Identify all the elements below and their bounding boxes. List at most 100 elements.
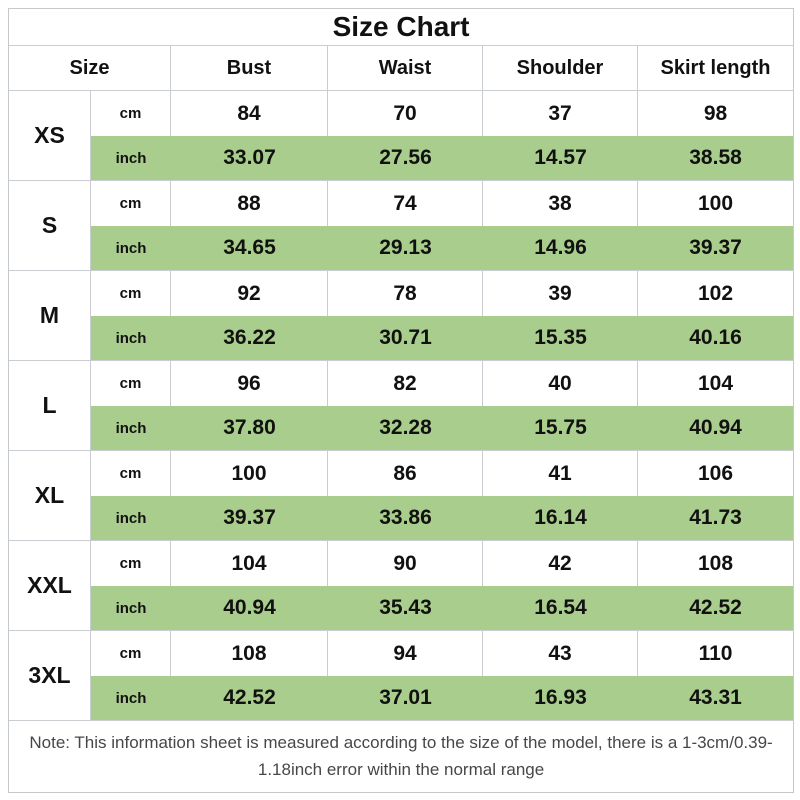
value-cell-inch: 15.75 xyxy=(483,406,638,451)
value-cell-cm: 43 xyxy=(483,631,638,676)
value-cell-cm: 88 xyxy=(171,181,328,226)
size-label-cell: M xyxy=(9,271,91,361)
value-cell-cm: 92 xyxy=(171,271,328,316)
size-row-cm: XXL cm 104 90 42 108 xyxy=(9,541,794,631)
size-row-inch: inch 36.22 30.71 15.35 40.16 xyxy=(9,316,794,361)
column-header-waist: Waist xyxy=(328,46,483,91)
value-cell-cm: 104 xyxy=(171,541,328,586)
size-label-cell: XL xyxy=(9,451,91,541)
note-row: Note: This information sheet is measured… xyxy=(9,721,793,792)
size-row-cm: XS cm 84 70 37 98 xyxy=(9,91,794,181)
size-row-inch: inch 42.52 37.01 16.93 43.31 xyxy=(9,676,794,721)
value-cell-inch: 37.01 xyxy=(328,676,483,721)
value-cell-inch: 39.37 xyxy=(638,226,794,271)
size-label-cell: XS xyxy=(9,91,91,181)
size-row-inch: inch 34.65 29.13 14.96 39.37 xyxy=(9,226,794,271)
value-cell-cm: 41 xyxy=(483,451,638,496)
value-cell-inch: 34.65 xyxy=(171,226,328,271)
value-cell-inch: 36.22 xyxy=(171,316,328,361)
size-chart: Size Chart Size Bust Waist Shoulder Skir… xyxy=(8,8,795,793)
value-cell-inch: 33.07 xyxy=(171,136,328,181)
value-cell-cm: 42 xyxy=(483,541,638,586)
value-cell-inch: 16.93 xyxy=(483,676,638,721)
size-label-cell: XXL xyxy=(9,541,91,631)
chart-title: Size Chart xyxy=(9,9,794,46)
value-cell-inch: 40.94 xyxy=(638,406,794,451)
value-cell-cm: 96 xyxy=(171,361,328,406)
value-cell-inch: 29.13 xyxy=(328,226,483,271)
value-cell-cm: 100 xyxy=(638,181,794,226)
header-row: Size Bust Waist Shoulder Skirt length xyxy=(9,46,794,91)
value-cell-cm: 110 xyxy=(638,631,794,676)
value-cell-cm: 86 xyxy=(328,451,483,496)
value-cell-cm: 98 xyxy=(638,91,794,136)
value-cell-inch: 37.80 xyxy=(171,406,328,451)
value-cell-cm: 39 xyxy=(483,271,638,316)
value-cell-inch: 30.71 xyxy=(328,316,483,361)
unit-cell-cm: cm xyxy=(91,631,171,676)
unit-cell-inch: inch xyxy=(91,406,171,451)
value-cell-cm: 74 xyxy=(328,181,483,226)
unit-cell-cm: cm xyxy=(91,361,171,406)
size-row-inch: inch 33.07 27.56 14.57 38.58 xyxy=(9,136,794,181)
value-cell-cm: 106 xyxy=(638,451,794,496)
size-label-cell: S xyxy=(9,181,91,271)
value-cell-inch: 43.31 xyxy=(638,676,794,721)
unit-cell-cm: cm xyxy=(91,451,171,496)
value-cell-cm: 40 xyxy=(483,361,638,406)
unit-cell-cm: cm xyxy=(91,91,171,136)
value-cell-cm: 82 xyxy=(328,361,483,406)
size-label-cell: L xyxy=(9,361,91,451)
column-header-shoulder: Shoulder xyxy=(483,46,638,91)
value-cell-inch: 15.35 xyxy=(483,316,638,361)
value-cell-inch: 42.52 xyxy=(638,586,794,631)
value-cell-inch: 16.14 xyxy=(483,496,638,541)
title-row: Size Chart xyxy=(9,9,794,46)
value-cell-inch: 35.43 xyxy=(328,586,483,631)
unit-cell-inch: inch xyxy=(91,496,171,541)
size-row-inch: inch 39.37 33.86 16.14 41.73 xyxy=(9,496,794,541)
value-cell-inch: 41.73 xyxy=(638,496,794,541)
value-cell-inch: 39.37 xyxy=(171,496,328,541)
value-cell-cm: 78 xyxy=(328,271,483,316)
unit-cell-inch: inch xyxy=(91,136,171,181)
size-chart-table: Size Chart Size Bust Waist Shoulder Skir… xyxy=(8,8,795,793)
value-cell-cm: 102 xyxy=(638,271,794,316)
value-cell-inch: 32.28 xyxy=(328,406,483,451)
unit-cell-inch: inch xyxy=(91,586,171,631)
unit-cell-inch: inch xyxy=(91,316,171,361)
size-row-inch: inch 37.80 32.28 15.75 40.94 xyxy=(9,406,794,451)
value-cell-cm: 108 xyxy=(171,631,328,676)
unit-cell-inch: inch xyxy=(91,676,171,721)
value-cell-inch: 14.96 xyxy=(483,226,638,271)
unit-cell-cm: cm xyxy=(91,181,171,226)
value-cell-inch: 27.56 xyxy=(328,136,483,181)
value-cell-inch: 42.52 xyxy=(171,676,328,721)
unit-cell-cm: cm xyxy=(91,271,171,316)
value-cell-inch: 14.57 xyxy=(483,136,638,181)
value-cell-cm: 108 xyxy=(638,541,794,586)
value-cell-inch: 40.16 xyxy=(638,316,794,361)
value-cell-cm: 38 xyxy=(483,181,638,226)
size-label-cell: 3XL xyxy=(9,631,91,721)
value-cell-cm: 100 xyxy=(171,451,328,496)
note-text: Note: This information sheet is measured… xyxy=(29,733,773,779)
value-cell-inch: 16.54 xyxy=(483,586,638,631)
value-cell-cm: 94 xyxy=(328,631,483,676)
value-cell-inch: 33.86 xyxy=(328,496,483,541)
column-header-skirt-length: Skirt length xyxy=(638,46,794,91)
column-header-size: Size xyxy=(9,46,171,91)
value-cell-inch: 40.94 xyxy=(171,586,328,631)
value-cell-cm: 90 xyxy=(328,541,483,586)
unit-cell-inch: inch xyxy=(91,226,171,271)
size-row-cm: 3XL cm 108 94 43 110 xyxy=(9,631,794,721)
value-cell-cm: 37 xyxy=(483,91,638,136)
size-row-cm: XL cm 100 86 41 106 xyxy=(9,451,794,541)
column-header-bust: Bust xyxy=(171,46,328,91)
value-cell-inch: 38.58 xyxy=(638,136,794,181)
size-row-inch: inch 40.94 35.43 16.54 42.52 xyxy=(9,586,794,631)
